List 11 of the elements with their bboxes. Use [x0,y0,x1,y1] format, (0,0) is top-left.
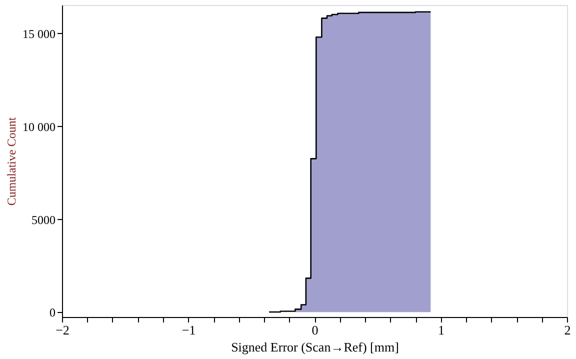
x-tick-label: −1 [182,322,196,338]
x-axis-title: Signed Error (Scan→Ref) [mm] [231,340,399,354]
x-tick-label: −2 [56,322,70,338]
y-tick-label: 0 [50,306,56,320]
y-axis-title: Cumulative Count [4,116,18,206]
x-tick-label: 1 [438,322,444,338]
y-tick-label: 15 000 [22,26,56,41]
y-tick-label: 10 000 [22,120,56,134]
x-tick-label: 0 [312,322,318,338]
x-tick-label: 2 [564,322,571,338]
y-tick-label: 5000 [32,212,56,227]
